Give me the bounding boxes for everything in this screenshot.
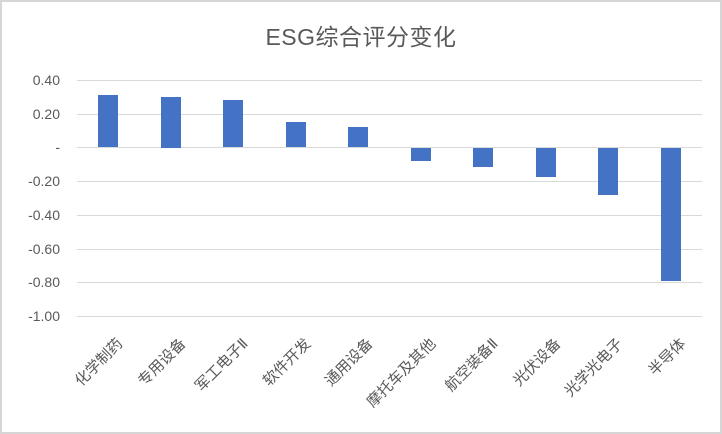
y-tick-label: -0.60 — [28, 241, 60, 257]
x-category-label: 航空装备Ⅱ — [441, 335, 502, 395]
x-category-label: 软件开发 — [259, 335, 315, 390]
y-tick-label: 0.40 — [32, 72, 60, 88]
x-category-label: 光伏设备 — [509, 335, 565, 390]
y-tick-label: -1.00 — [28, 308, 60, 324]
x-category-label: 光学光电子 — [561, 335, 627, 401]
y-tick-label: -0.20 — [28, 173, 60, 189]
bar — [223, 100, 243, 147]
gridline — [77, 181, 702, 182]
x-category-label: 化学制药 — [72, 335, 127, 390]
gridline — [77, 282, 702, 283]
gridline — [77, 147, 702, 148]
x-category-label: 半导体 — [645, 335, 690, 380]
x-category-label: 通用设备 — [322, 335, 377, 390]
gridline — [77, 114, 702, 115]
gridline — [77, 215, 702, 216]
y-tick-label: -0.80 — [28, 274, 60, 290]
y-tick-label: 0.20 — [32, 106, 60, 122]
y-tick-label: - — [55, 139, 60, 155]
bar — [98, 95, 118, 147]
bar — [536, 148, 556, 177]
bar — [161, 97, 181, 148]
bar — [286, 122, 306, 147]
x-category-label: 军工电子Ⅱ — [191, 335, 252, 395]
bar — [411, 148, 431, 161]
x-category-label: 专用设备 — [134, 335, 190, 390]
bar — [473, 148, 493, 167]
gridline — [77, 316, 702, 317]
gridline — [77, 80, 702, 81]
y-tick-label: -0.40 — [28, 207, 60, 223]
gridline — [77, 249, 702, 250]
bar — [598, 148, 618, 195]
chart-title: ESG综合评分变化 — [265, 24, 457, 50]
bar — [348, 127, 368, 147]
bar — [661, 148, 681, 281]
